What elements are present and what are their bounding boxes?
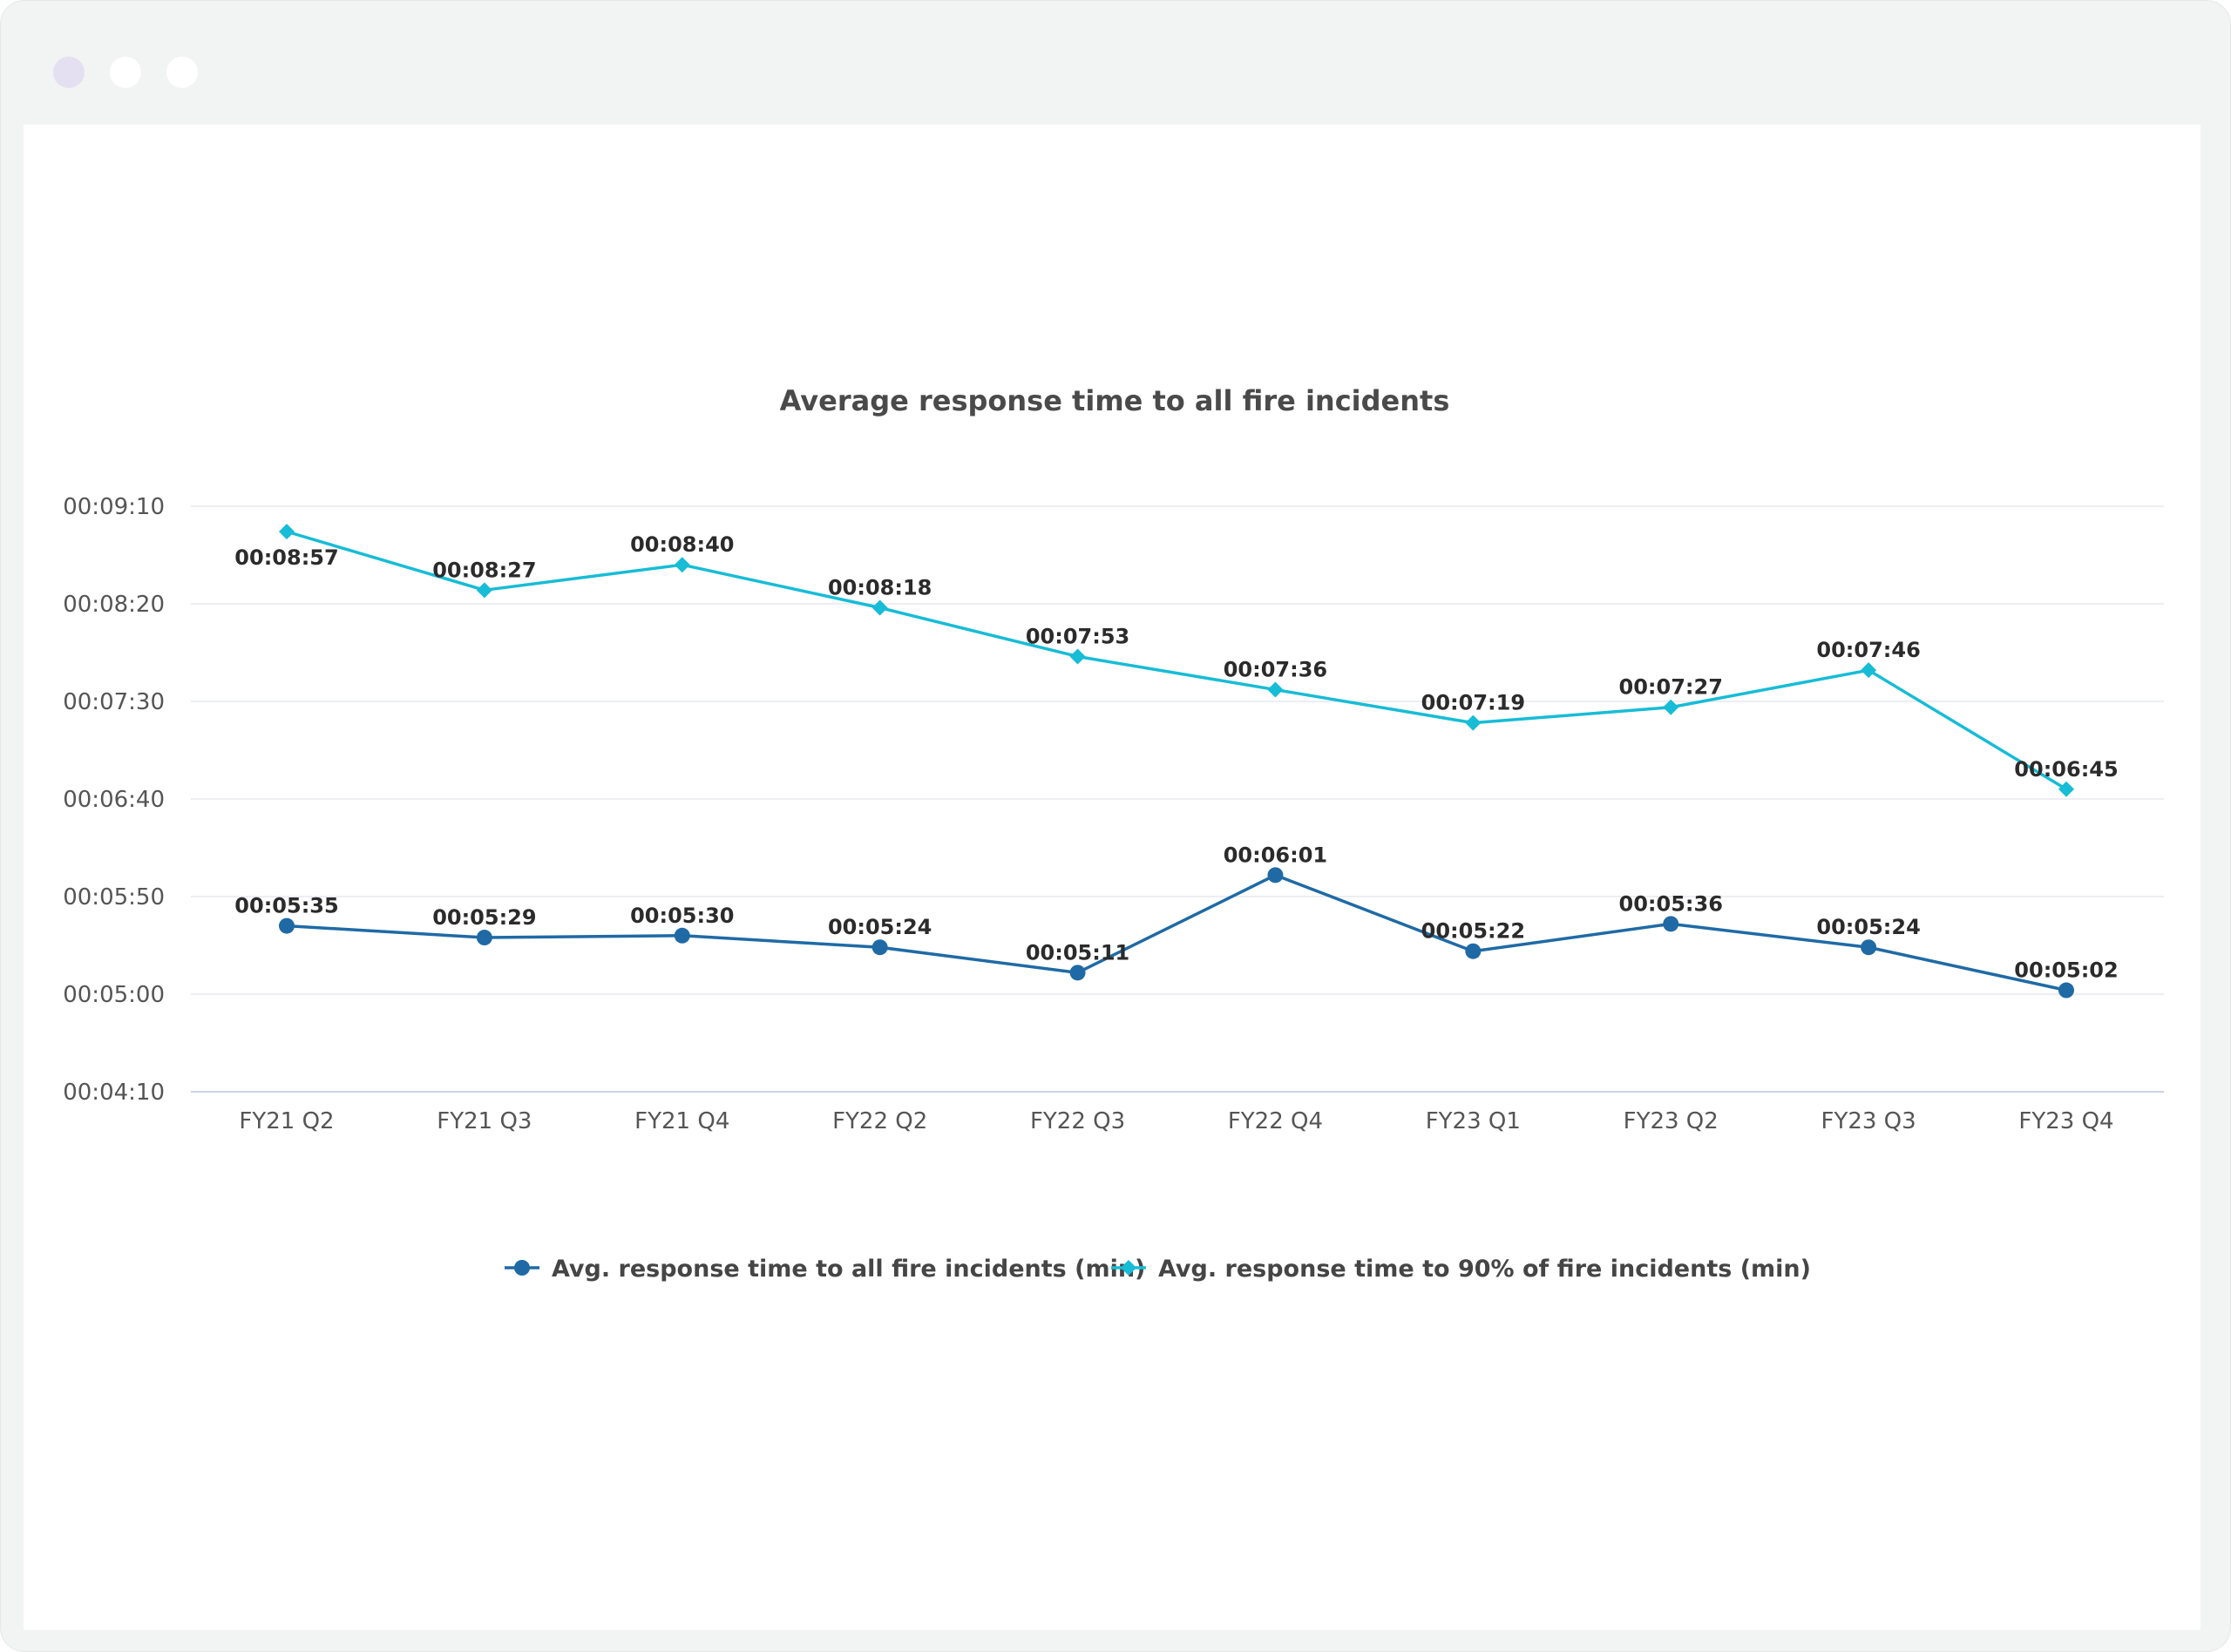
x-tick-label: FY23 Q2 <box>1624 1108 1719 1134</box>
y-tick-label: 00:05:50 <box>63 884 165 911</box>
data-point[interactable] <box>1267 867 1284 884</box>
x-tick-label: FY21 Q4 <box>634 1108 729 1134</box>
legend: Avg. response time to all fire incidents… <box>505 1256 1811 1283</box>
data-point[interactable] <box>674 557 690 573</box>
data-point[interactable] <box>2058 781 2074 797</box>
x-tick-label: FY23 Q4 <box>2018 1108 2113 1134</box>
data-label: 00:05:24 <box>1816 915 1920 939</box>
series-line <box>286 873 2067 992</box>
data-label: 00:05:36 <box>1619 891 1723 916</box>
data-label: 00:05:29 <box>432 905 536 930</box>
data-label: 00:05:24 <box>828 915 932 939</box>
data-point[interactable] <box>1861 662 1877 679</box>
data-label: 00:07:27 <box>1619 675 1723 700</box>
x-axis-ticks: FY21 Q2 FY21 Q3 FY21 Q4 FY22 Q2 FY22 Q3 FY22 … <box>239 1108 2113 1134</box>
line-chart: Average response time to all fire incide… <box>63 384 2164 1283</box>
data-label: 00:05:30 <box>630 904 734 928</box>
data-point[interactable] <box>1663 699 1679 715</box>
y-axis-ticks: 00:04:10 00:05:00 00:05:50 00:06:40 00:07:30… <box>63 494 165 1106</box>
data-point[interactable] <box>674 927 690 944</box>
data-point[interactable] <box>871 599 888 616</box>
data-label: 00:08:40 <box>630 532 734 557</box>
data-point[interactable] <box>1069 648 1086 665</box>
legend-marker <box>514 1260 530 1276</box>
data-point[interactable] <box>1663 916 1679 932</box>
data-label: 00:05:11 <box>1026 940 1129 965</box>
series-line <box>286 530 2067 791</box>
x-tick-label: FY23 Q1 <box>1426 1108 1521 1134</box>
data-label: 00:05:02 <box>2014 958 2118 983</box>
grid <box>191 505 2164 1093</box>
data-label: 00:07:53 <box>1026 624 1129 648</box>
x-tick-label: FY22 Q3 <box>1030 1108 1125 1134</box>
window-control-dot[interactable] <box>53 57 85 88</box>
chart-title: Average response time to all fire incide… <box>780 384 1450 417</box>
data-point[interactable] <box>279 917 295 934</box>
data-label: 00:08:27 <box>432 558 536 582</box>
x-tick-label: FY22 Q2 <box>832 1108 927 1134</box>
chart-panel: Average response time to all fire incide… <box>24 125 2200 1630</box>
data-point[interactable] <box>1465 714 1482 731</box>
data-label: 00:07:46 <box>1816 638 1920 662</box>
data-point[interactable] <box>2058 982 2074 999</box>
window-control-dot[interactable] <box>110 57 141 88</box>
data-point[interactable] <box>1069 965 1086 981</box>
y-tick-label: 00:05:00 <box>63 982 165 1008</box>
data-label: 00:08:57 <box>234 545 338 570</box>
legend-label[interactable]: Avg. response time to 90% of fire incide… <box>1158 1256 1811 1283</box>
data-label: 00:07:19 <box>1421 691 1525 715</box>
x-tick-label: FY21 Q2 <box>239 1108 334 1134</box>
x-tick-label: FY21 Q3 <box>437 1108 532 1134</box>
series <box>279 524 2074 999</box>
window-control-dot[interactable] <box>166 57 198 88</box>
data-point[interactable] <box>279 524 295 540</box>
data-point[interactable] <box>1267 681 1284 698</box>
data-label: 00:05:22 <box>1421 919 1525 944</box>
data-point[interactable] <box>871 939 888 956</box>
data-label: 00:07:36 <box>1224 658 1327 682</box>
data-point[interactable] <box>476 582 492 599</box>
data-labels: 00:05:35 00:05:29 00:05:30 00:05:24 00:05:11… <box>234 532 2118 982</box>
data-point[interactable] <box>1465 943 1482 959</box>
y-tick-label: 00:08:20 <box>63 592 165 618</box>
legend-label[interactable]: Avg. response time to all fire incidents… <box>552 1256 1145 1283</box>
y-tick-label: 00:09:10 <box>63 494 165 520</box>
x-tick-label: FY23 Q3 <box>1821 1108 1916 1134</box>
legend-marker <box>1121 1260 1136 1276</box>
x-tick-label: FY22 Q4 <box>1228 1108 1323 1134</box>
y-tick-label: 00:06:40 <box>63 787 165 813</box>
y-tick-label: 00:04:10 <box>63 1080 165 1106</box>
data-label: 00:08:18 <box>828 575 932 599</box>
data-point[interactable] <box>1861 939 1877 956</box>
y-tick-label: 00:07:30 <box>63 689 165 715</box>
data-label: 00:06:45 <box>2014 757 2118 782</box>
data-label: 00:05:35 <box>234 894 338 918</box>
data-point[interactable] <box>476 930 492 946</box>
data-label: 00:06:01 <box>1224 843 1327 867</box>
